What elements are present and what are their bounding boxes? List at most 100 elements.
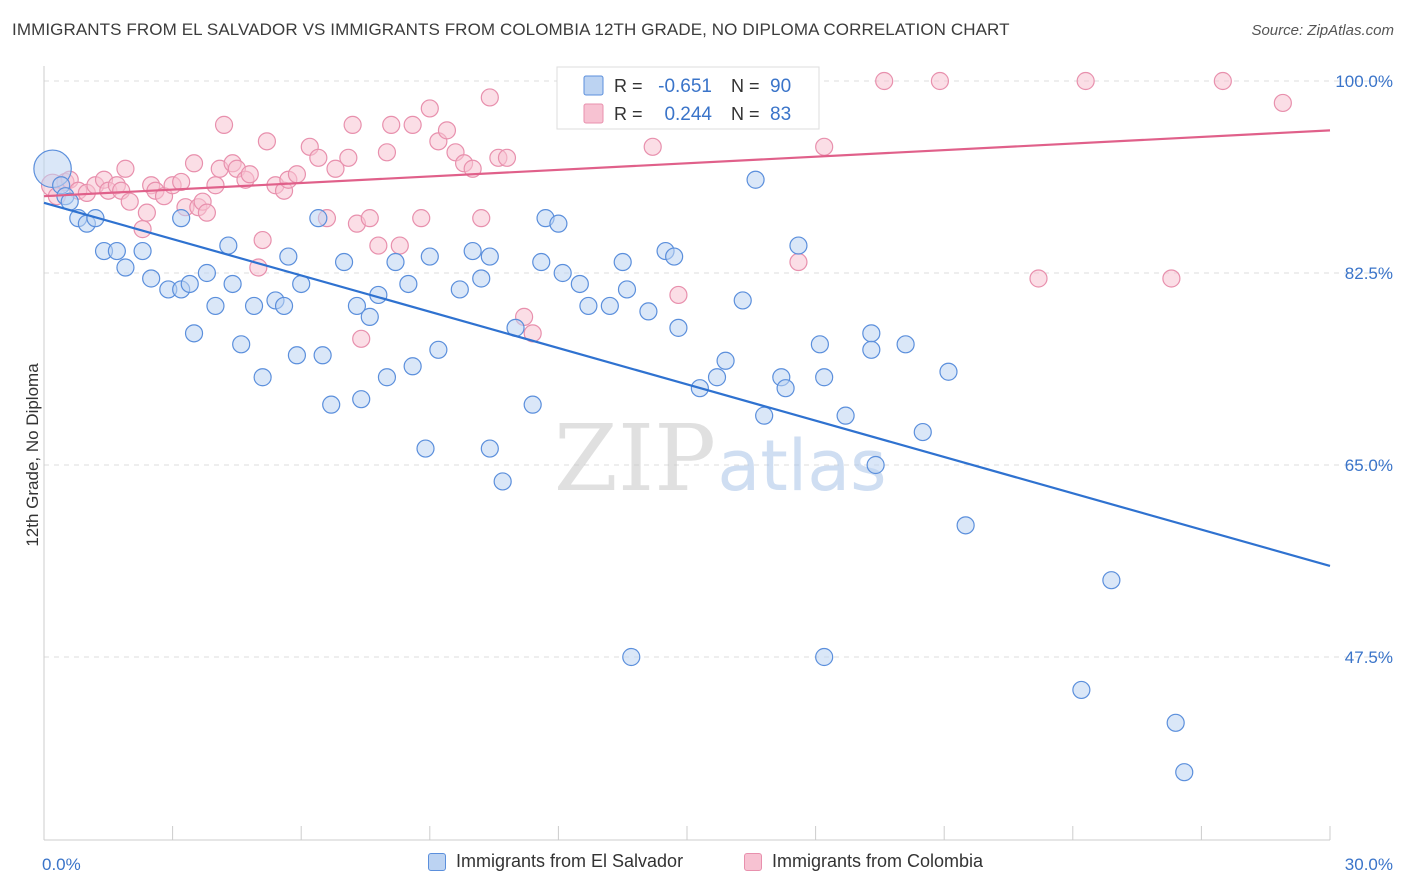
data-point	[1213, 71, 1232, 91]
data-point	[665, 247, 684, 266]
legend-r-value: -0.651	[658, 76, 712, 97]
data-point	[116, 258, 135, 277]
data-point	[1102, 571, 1121, 590]
data-point	[172, 172, 191, 192]
legend-swatch	[583, 103, 604, 124]
data-point	[1076, 71, 1095, 91]
data-point	[617, 280, 637, 299]
legend-r-label: R =	[614, 104, 643, 124]
data-point	[180, 274, 199, 294]
data-point	[369, 236, 388, 255]
data-point	[137, 203, 156, 222]
trend-lines	[43, 129, 1331, 567]
legend-item-colombia[interactable]: Immigrants from Colombia	[744, 851, 983, 872]
legend-r-label: R =	[614, 76, 643, 96]
data-point	[815, 137, 834, 156]
data-point	[360, 307, 379, 326]
data-point	[480, 247, 499, 266]
data-point	[523, 395, 542, 414]
data-point	[249, 258, 268, 277]
legend-item-el-salvador[interactable]: Immigrants from El Salvador	[428, 851, 683, 872]
data-point	[403, 115, 422, 134]
series-el-salvador-points	[33, 149, 1194, 782]
watermark-zip: ZIP	[554, 405, 716, 512]
x-tick-label: 30.0%	[1345, 855, 1393, 874]
legend-swatch-pink	[744, 852, 762, 871]
data-point	[309, 209, 328, 228]
data-point	[219, 236, 238, 255]
data-point	[930, 71, 950, 91]
data-point	[463, 241, 482, 261]
data-point	[789, 252, 808, 272]
y-tick-label: 82.5%	[1345, 264, 1393, 283]
data-point	[480, 439, 499, 458]
data-point	[313, 346, 332, 365]
legend-swatch-blue	[428, 852, 446, 871]
watermark: ZIP atlas	[554, 405, 887, 512]
data-point	[352, 329, 371, 348]
data-point	[913, 422, 932, 442]
data-point	[412, 209, 431, 228]
data-point	[600, 296, 619, 316]
data-point	[450, 280, 469, 299]
data-point	[352, 390, 371, 409]
y-tick-label: 100.0%	[1335, 72, 1393, 91]
x-tick-labels: 0.0% 30.0%	[42, 855, 1393, 874]
data-point	[1273, 93, 1292, 113]
data-point	[339, 148, 358, 167]
data-point	[420, 99, 439, 118]
data-point	[755, 406, 774, 425]
data-point	[416, 439, 435, 458]
legend-n-value: 90	[770, 76, 791, 97]
data-point	[420, 247, 439, 266]
data-point	[866, 455, 885, 475]
data-point	[707, 368, 727, 387]
data-point	[815, 647, 834, 667]
chart-title: IMMIGRANTS FROM EL SALVADOR VS IMMIGRANT…	[12, 20, 1010, 39]
data-point	[472, 269, 491, 288]
data-point	[716, 351, 735, 370]
trend-line-el-salvador	[43, 201, 1331, 567]
correlation-legend: R = -0.651 N = 90 R = 0.244 N = 83	[556, 66, 820, 130]
x-tick-label: 0.0%	[42, 855, 81, 874]
data-point	[622, 647, 641, 667]
data-point	[253, 230, 272, 250]
data-point	[386, 252, 405, 272]
y-tick-labels: 100.0% 82.5% 65.0% 47.5%	[1335, 72, 1393, 667]
data-point	[669, 285, 688, 305]
data-point	[815, 368, 834, 387]
data-point	[343, 115, 362, 134]
chart-source: Source: ZipAtlas.com	[1251, 22, 1394, 39]
data-point	[107, 241, 126, 261]
data-point	[532, 252, 551, 272]
data-point	[480, 88, 499, 107]
legend-label-el-salvador: Immigrants from El Salvador	[456, 851, 684, 871]
data-point	[669, 318, 688, 337]
data-point	[553, 263, 572, 283]
data-point	[197, 263, 216, 283]
data-point	[197, 203, 216, 222]
axes	[43, 66, 1331, 841]
data-point	[497, 148, 517, 167]
data-point	[279, 247, 298, 266]
y-tick-label: 47.5%	[1345, 648, 1393, 667]
data-point	[403, 357, 422, 376]
data-point	[1029, 269, 1048, 288]
data-point	[184, 154, 204, 173]
data-point	[274, 296, 294, 316]
data-point	[287, 165, 307, 184]
data-point	[810, 335, 829, 354]
legend-swatch	[583, 75, 604, 96]
data-point	[257, 132, 277, 151]
data-point	[746, 170, 765, 189]
legend-r-value: 0.244	[664, 104, 712, 125]
y-tick-label: 65.0%	[1345, 456, 1393, 475]
data-point	[836, 406, 855, 425]
data-point	[896, 335, 915, 354]
data-point	[309, 148, 328, 167]
data-point	[253, 368, 272, 387]
data-point	[549, 214, 568, 233]
data-point	[1072, 680, 1091, 700]
data-point	[639, 302, 658, 321]
